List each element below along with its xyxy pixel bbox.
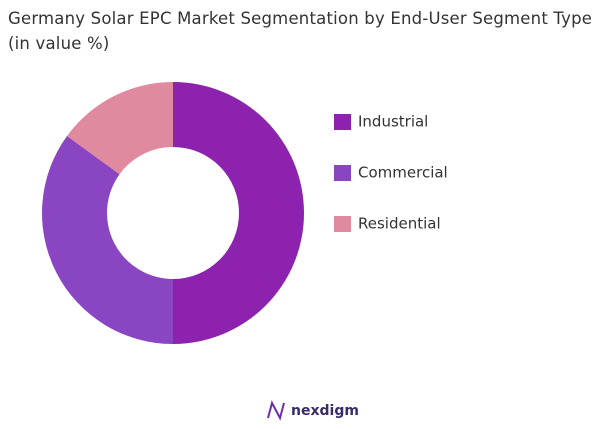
legend-label: Industrial: [358, 113, 428, 131]
brand-icon: [267, 400, 285, 421]
legend-swatch: [334, 216, 351, 232]
chart-title: Germany Solar EPC Market Segmentation by…: [8, 9, 593, 53]
legend-label: Commercial: [358, 164, 448, 182]
legend-label: Residential: [358, 215, 441, 233]
donut-slice: [42, 136, 174, 344]
brand-logo: nexdigm: [267, 400, 359, 421]
legend-swatch: [334, 114, 351, 130]
legend-swatch: [334, 165, 351, 181]
brand-text: nexdigm: [291, 403, 359, 419]
donut-slice: [173, 82, 304, 344]
donut-slice: [67, 82, 173, 175]
